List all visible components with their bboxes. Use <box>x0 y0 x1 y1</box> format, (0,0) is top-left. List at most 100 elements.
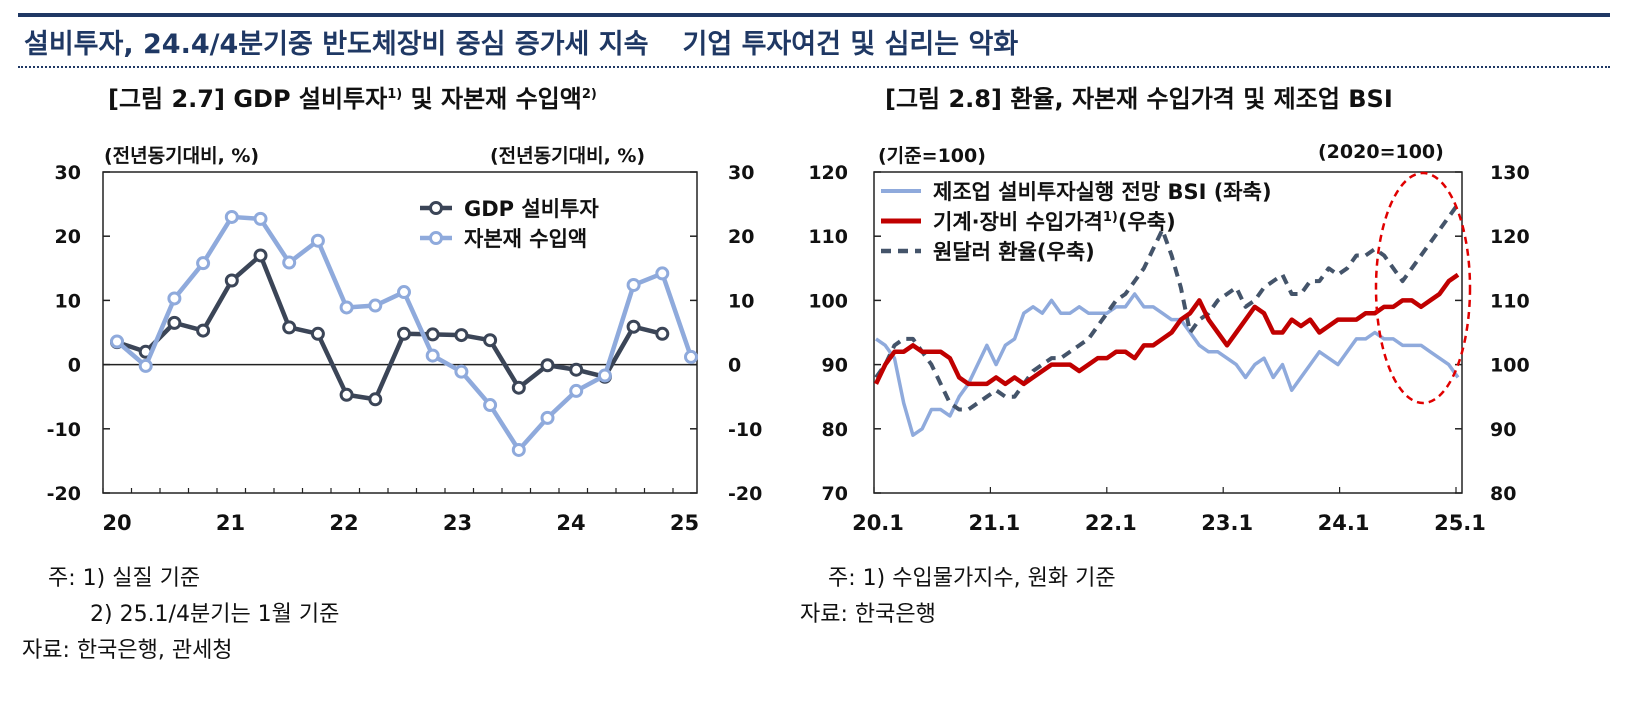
y-tick-label-right: 110 <box>1490 290 1530 312</box>
data-point <box>425 327 440 342</box>
fig1-source: 자료: 한국은행, 관세청 <box>22 638 233 663</box>
x-tick-label: 25 <box>670 511 699 535</box>
y-tick-label-right: 30 <box>728 162 754 184</box>
y-tick-label-left: 20 <box>55 226 81 248</box>
fig1-title-sup2: 2) <box>581 87 597 102</box>
y-tick-label-right: 80 <box>1490 483 1516 505</box>
y-tick-label-left: 10 <box>55 290 81 312</box>
data-point <box>626 277 641 292</box>
data-point <box>454 328 469 343</box>
data-point <box>397 285 411 300</box>
data-point <box>425 348 440 363</box>
data-point <box>483 398 498 413</box>
fig1-title-sup: 1) <box>387 87 403 102</box>
x-tick-label: 24 <box>556 511 585 535</box>
fig2-unit-right: (2020=100) <box>1318 141 1444 163</box>
x-tick-label: 22.1 <box>1085 511 1137 535</box>
data-point <box>310 326 325 341</box>
fig1-unit-right: (전년동기대비, %) <box>490 145 646 167</box>
x-tick-label: 22 <box>329 511 358 535</box>
y-tick-label-left: 100 <box>808 290 848 312</box>
fig1-unit-left: (전년동기대비, %) <box>104 145 260 167</box>
y-tick-label-right: -10 <box>728 419 762 441</box>
dotted-divider <box>18 66 1610 68</box>
y-tick-label-right: 130 <box>1490 162 1530 184</box>
x-tick-label: 23 <box>443 511 472 535</box>
data-point <box>224 273 239 288</box>
data-point <box>224 209 239 224</box>
data-point <box>655 326 670 341</box>
y-tick-label-right: 20 <box>728 226 754 248</box>
y-tick-label-left: 0 <box>68 355 81 377</box>
series-line-bsi <box>875 292 1460 437</box>
y-tick-label-right: 120 <box>1490 226 1530 248</box>
data-point <box>368 392 383 407</box>
y-tick-label-right: -20 <box>728 483 762 505</box>
data-point <box>511 442 526 457</box>
fig1-note-1: 주: 1) 실질 기준 <box>48 566 201 591</box>
data-point <box>110 334 124 349</box>
plot-frame <box>102 171 698 494</box>
data-point <box>167 291 182 306</box>
headline-left: 설비투자, 24.4/4분기중 반도체장비 중심 증가세 지속 <box>24 29 649 60</box>
data-point <box>454 364 469 379</box>
data-point <box>540 358 555 373</box>
top-rule <box>18 13 1610 17</box>
data-point <box>339 387 354 402</box>
series-line-usd-krw <box>874 202 1460 412</box>
x-tick-label: 21 <box>216 511 245 535</box>
chart-gdp-investment: -20 -20 -10 -10 0 0 10 10 20 20 30 30 20 21 22 23 24 25 GD… <box>47 162 763 535</box>
data-point <box>196 256 211 271</box>
data-point <box>569 383 584 398</box>
fig1-title: [그림 2.7] GDP 설비투자1) 및 자본재 수입액2) <box>108 79 597 114</box>
fig2-source: 자료: 한국은행 <box>800 602 936 627</box>
fig1-title-main: [그림 2.7] GDP 설비투자 <box>108 85 388 113</box>
fig1-title-mid: 및 자본재 수입액 <box>402 85 582 113</box>
x-tick-label: 24.1 <box>1318 511 1370 535</box>
legend-label: 원달러 환율(우축) <box>933 240 1095 264</box>
x-tick-label: 25.1 <box>1434 511 1486 535</box>
fig2-title: [그림 2.8] 환율, 자본재 수입가격 및 제조업 BSI <box>885 85 1393 113</box>
data-point <box>569 362 584 377</box>
legend-swatch-marker <box>429 231 443 245</box>
data-point <box>626 319 641 334</box>
y-tick-label-left: -20 <box>47 483 81 505</box>
chart-exchange-rate-bsi: 70 80 90 100 110 120 80 90 100 110 120 130 20.1 21.1 2… <box>808 162 1530 535</box>
data-point <box>597 368 612 383</box>
data-point <box>253 248 268 263</box>
data-point <box>540 410 555 425</box>
data-point <box>167 315 182 330</box>
legend-label: GDP 설비투자 <box>464 197 599 221</box>
y-tick-label-right: 90 <box>1490 419 1516 441</box>
y-tick-label-left: 30 <box>55 162 81 184</box>
y-tick-label-left: 90 <box>822 355 848 377</box>
y-tick-label-left: -10 <box>47 419 81 441</box>
legend-label: 기계·장비 수입가격1)(우축) <box>933 210 1176 234</box>
y-tick-label-right: 0 <box>728 355 741 377</box>
data-point <box>368 298 383 313</box>
data-point <box>339 300 354 315</box>
data-point <box>511 380 526 395</box>
plot-frame <box>873 171 1463 494</box>
data-point <box>282 320 297 335</box>
data-point <box>138 358 153 373</box>
data-point <box>253 211 268 226</box>
page-headline: 설비투자, 24.4/4분기중 반도체장비 중심 증가세 지속 기업 투자여건 및… <box>24 22 1018 61</box>
x-tick-label: 21.1 <box>968 511 1020 535</box>
fig2-note-1: 주: 1) 수입물가지수, 원화 기준 <box>828 566 1116 591</box>
x-tick-label: 23.1 <box>1201 511 1253 535</box>
y-tick-label-left: 120 <box>808 162 848 184</box>
legend-swatch-marker <box>429 201 443 215</box>
headline-right: 기업 투자여건 및 심리는 악화 <box>682 29 1019 60</box>
data-point <box>397 326 411 341</box>
x-tick-label: 20 <box>102 511 131 535</box>
data-point <box>655 266 670 281</box>
legend-label: 제조업 설비투자실행 전망 BSI (좌축) <box>933 180 1272 204</box>
y-tick-label-left: 70 <box>822 483 848 505</box>
x-tick-label: 20.1 <box>852 511 904 535</box>
legend-label: 자본재 수입액 <box>464 227 587 251</box>
fig1-note-2: 2) 25.1/4분기는 1월 기준 <box>90 602 340 627</box>
data-point <box>483 333 498 348</box>
y-tick-label-right: 100 <box>1490 355 1530 377</box>
y-tick-label-right: 10 <box>728 290 754 312</box>
